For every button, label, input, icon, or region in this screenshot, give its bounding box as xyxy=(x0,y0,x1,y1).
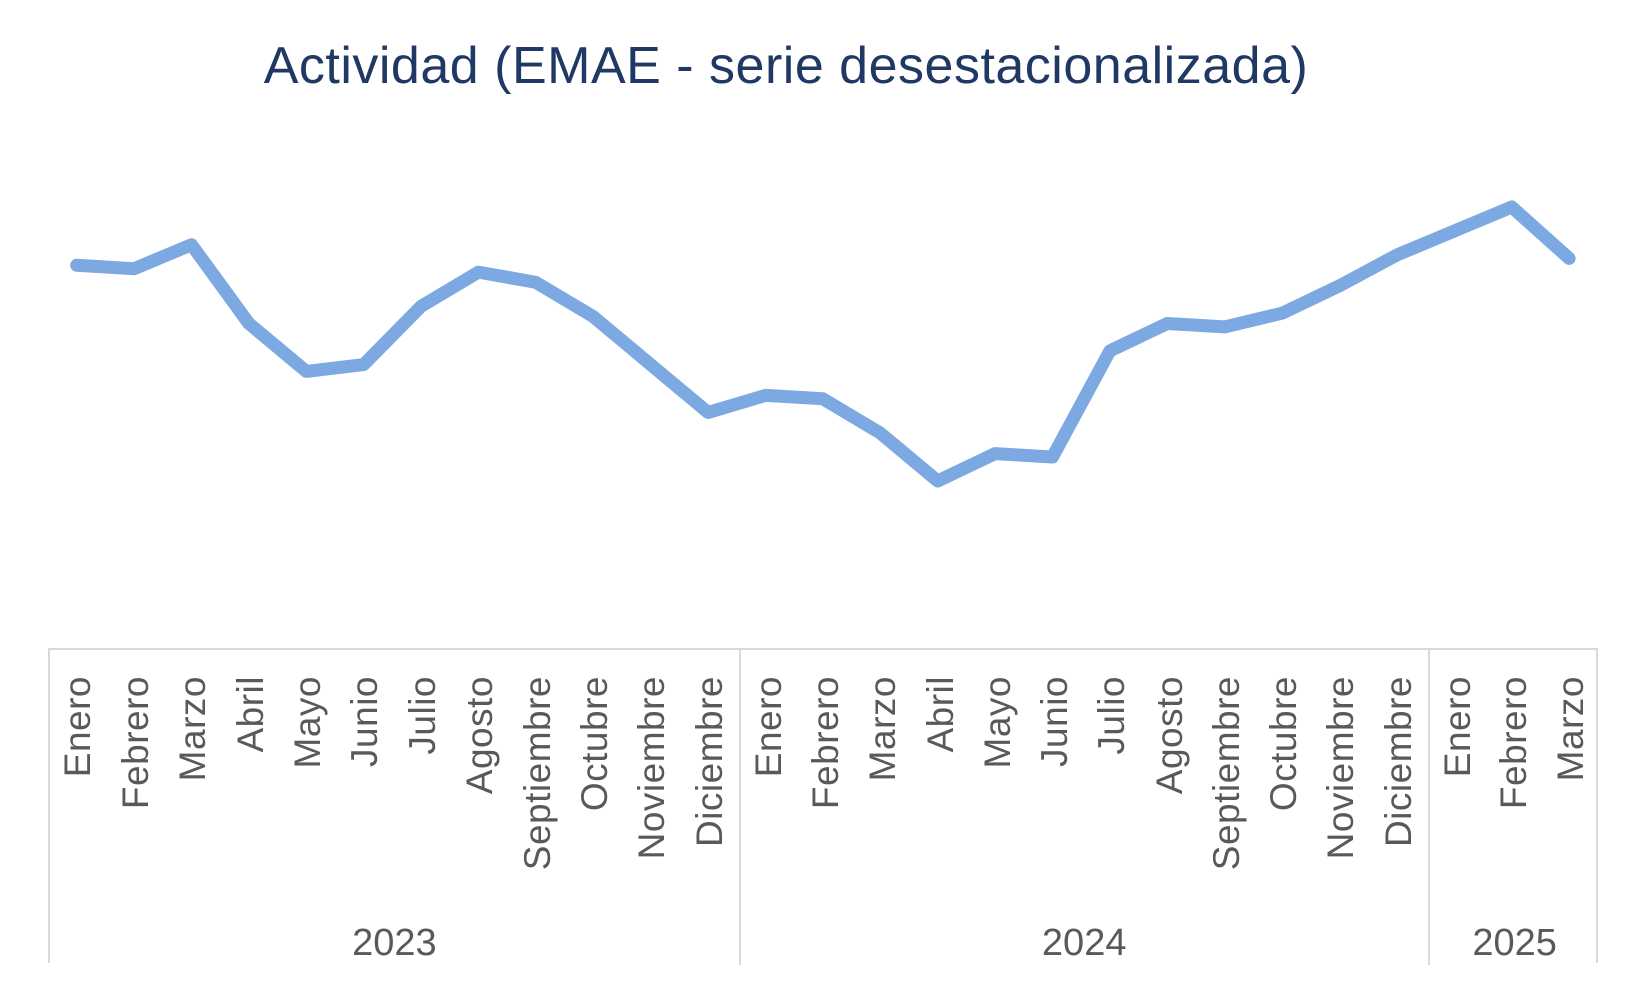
month-cell: Enero xyxy=(50,650,107,777)
year-label: 2024 xyxy=(1041,922,1127,964)
month-cell: Mayo xyxy=(970,650,1027,768)
month-label: Febrero xyxy=(1493,676,1535,810)
year-group-2025: Enero Febrero Marzo 2025 xyxy=(1427,650,1600,965)
month-label: Mayo xyxy=(976,676,1018,769)
month-label: Diciembre xyxy=(1377,676,1419,848)
month-cell: Octubre xyxy=(567,650,624,811)
month-cell: Noviembre xyxy=(624,650,681,859)
month-cell: Junio xyxy=(337,650,394,767)
month-cell: Abril xyxy=(913,650,970,753)
month-label: Octubre xyxy=(573,676,615,812)
month-cell: Febrero xyxy=(107,650,164,809)
month-label: Enero xyxy=(57,676,99,778)
month-cell: Noviembre xyxy=(1313,650,1370,859)
month-label: Enero xyxy=(747,676,789,778)
category-axis-table: Enero Febrero Marzo Abril Mayo Junio Julio Agos… xyxy=(48,648,1600,965)
year-group-2024: Enero Febrero Marzo Abril Mayo Junio Julio Agos… xyxy=(738,650,1428,965)
month-cell: Junio xyxy=(1027,650,1084,767)
month-cell: Julio xyxy=(1084,650,1141,755)
month-cell: Enero xyxy=(1430,650,1487,777)
month-label: Agosto xyxy=(1148,676,1190,795)
month-label: Mayo xyxy=(286,676,328,769)
month-cell: Mayo xyxy=(280,650,337,768)
month-cell: Agosto xyxy=(1141,650,1198,794)
month-cell: Marzo xyxy=(165,650,222,781)
month-cell: Marzo xyxy=(1543,650,1600,781)
month-label: Junio xyxy=(1034,676,1076,767)
month-label: Diciembre xyxy=(688,676,730,848)
month-label: Abril xyxy=(229,676,271,753)
months-row: Enero Febrero Marzo xyxy=(1430,650,1600,920)
month-cell: Septiembre xyxy=(1199,650,1256,870)
chart-title: Actividad (EMAE - serie desestacionaliza… xyxy=(263,37,1309,95)
month-label: Enero xyxy=(1436,676,1478,778)
month-cell: Febrero xyxy=(1486,650,1543,809)
month-label: Septiembre xyxy=(1205,676,1247,871)
month-cell: Enero xyxy=(741,650,798,777)
month-label: Noviembre xyxy=(1320,676,1362,860)
month-label: Abril xyxy=(919,676,961,753)
emae-series-line xyxy=(70,200,1576,488)
month-cell: Diciembre xyxy=(1370,650,1427,847)
month-cell: Julio xyxy=(394,650,451,755)
year-label: 2023 xyxy=(352,922,437,964)
month-label: Marzo xyxy=(1550,676,1591,782)
months-row: Enero Febrero Marzo Abril Mayo Junio Julio Agos… xyxy=(741,650,1428,920)
month-label: Marzo xyxy=(172,676,214,782)
month-cell: Abril xyxy=(222,650,279,753)
month-label: Octubre xyxy=(1263,676,1305,812)
month-label: Noviembre xyxy=(631,676,673,860)
months-row: Enero Febrero Marzo Abril Mayo Junio Julio Agos… xyxy=(50,650,739,920)
month-label: Agosto xyxy=(459,676,501,795)
month-label: Febrero xyxy=(114,676,156,810)
month-cell: Marzo xyxy=(855,650,912,781)
month-cell: Agosto xyxy=(452,650,509,794)
month-label: Julio xyxy=(1091,676,1133,755)
month-label: Marzo xyxy=(862,676,904,782)
month-label: Febrero xyxy=(805,676,847,810)
month-cell: Octubre xyxy=(1256,650,1313,811)
month-label: Junio xyxy=(344,676,386,767)
month-label: Julio xyxy=(401,676,443,755)
month-cell: Febrero xyxy=(798,650,855,809)
year-group-2023: Enero Febrero Marzo Abril Mayo Junio Julio Agos… xyxy=(50,650,739,965)
month-cell: Septiembre xyxy=(509,650,566,870)
year-label: 2025 xyxy=(1472,922,1557,964)
month-cell: Diciembre xyxy=(681,650,738,847)
month-label: Septiembre xyxy=(516,676,558,871)
